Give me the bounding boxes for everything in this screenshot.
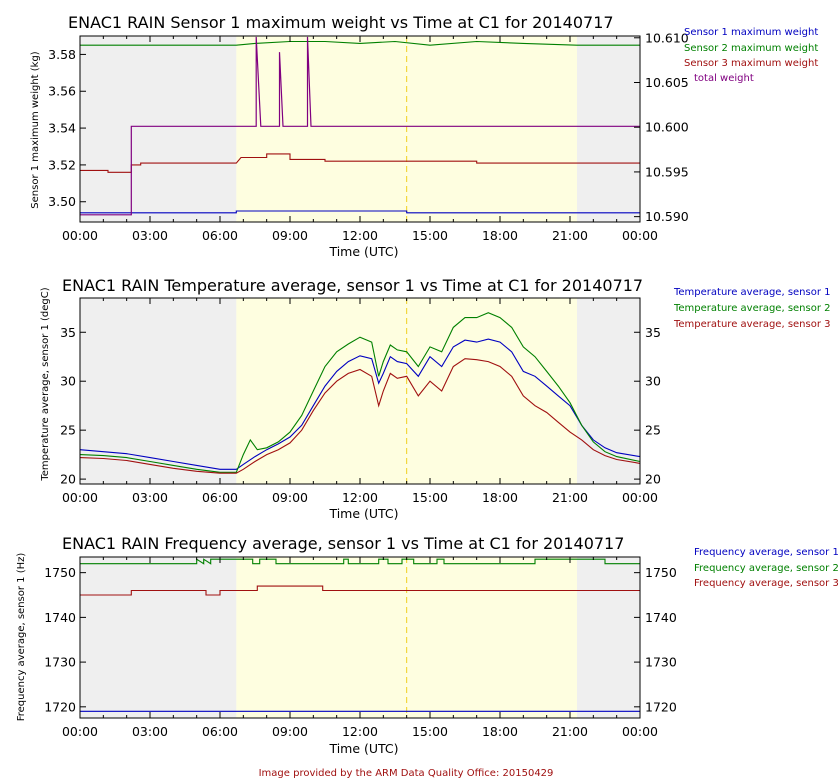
temperature-legend: Temperature average, sensor 1 Temperatur… bbox=[673, 287, 831, 330]
y-tick-label: 1720 bbox=[44, 699, 76, 714]
weight-panel: 00:00 03:00 06:00 09:00 12:00 15:00 18:00 21:00… bbox=[30, 13, 818, 259]
x-tick-label: 18:00 bbox=[482, 724, 518, 739]
night-shade-evening bbox=[577, 557, 640, 718]
temperature-chart-title: ENAC1 RAIN Temperature average, sensor 1… bbox=[62, 276, 643, 295]
legend-freq-sensor2: Frequency average, sensor 2 bbox=[694, 563, 839, 574]
x-tick-label: 06:00 bbox=[202, 724, 238, 739]
footer-credit: Image provided by the ARM Data Quality O… bbox=[259, 768, 554, 779]
y-tick-label: 3.56 bbox=[48, 84, 76, 99]
x-tick-label: 00:00 bbox=[622, 228, 658, 243]
x-tick-label: 12:00 bbox=[342, 228, 378, 243]
x-tick-label: 12:00 bbox=[342, 724, 378, 739]
weight-x-axis-label: Time (UTC) bbox=[328, 244, 398, 259]
x-tick-label: 03:00 bbox=[132, 490, 168, 505]
y2-tick-label: 1720 bbox=[645, 699, 677, 714]
night-shade-evening bbox=[577, 36, 640, 222]
y2-tick-label: 10.610 bbox=[645, 30, 689, 45]
legend-total-weight: total weight bbox=[694, 73, 754, 84]
series-line-sensor-1-maximum-weight bbox=[80, 210, 640, 214]
legend-temp-sensor3: Temperature average, sensor 3 bbox=[673, 319, 831, 330]
y2-tick-label: 10.605 bbox=[645, 75, 689, 90]
y2-tick-label: 10.590 bbox=[645, 209, 689, 224]
series-line-frequency-average-sensor-3 bbox=[80, 585, 640, 596]
series-line-temperature-average-sensor-3 bbox=[79, 358, 641, 474]
legend-freq-sensor3: Frequency average, sensor 3 bbox=[694, 578, 839, 589]
y-tick-label: 35 bbox=[60, 325, 76, 340]
x-tick-label: 00:00 bbox=[622, 724, 658, 739]
y-tick-label: 3.54 bbox=[48, 121, 76, 136]
x-tick-label: 15:00 bbox=[412, 490, 448, 505]
x-tick-label: 00:00 bbox=[62, 228, 98, 243]
x-tick-label: 00:00 bbox=[622, 490, 658, 505]
y2-tick-label: 30 bbox=[645, 374, 661, 389]
night-shade-morning bbox=[80, 557, 237, 718]
x-tick-label: 09:00 bbox=[272, 228, 308, 243]
x-tick-label: 21:00 bbox=[552, 724, 588, 739]
weight-legend: Sensor 1 maximum weight Sensor 2 maximum… bbox=[684, 27, 818, 84]
frequency-legend: Frequency average, sensor 1 Frequency av… bbox=[694, 547, 839, 589]
x-tick-label: 00:00 bbox=[62, 724, 98, 739]
weight-chart-title: ENAC1 RAIN Sensor 1 maximum weight vs Ti… bbox=[68, 13, 614, 32]
y-tick-label: 1750 bbox=[44, 565, 76, 580]
legend-temp-sensor1: Temperature average, sensor 1 bbox=[673, 287, 831, 298]
y-tick-label: 1730 bbox=[44, 655, 76, 670]
x-tick-label: 09:00 bbox=[272, 724, 308, 739]
temperature-x-axis-label: Time (UTC) bbox=[328, 506, 398, 521]
x-tick-label: 03:00 bbox=[132, 724, 168, 739]
y-tick-label: 1740 bbox=[44, 610, 76, 625]
x-tick-label: 15:00 bbox=[412, 724, 448, 739]
series-line-sensor-2-maximum-weight bbox=[80, 40, 640, 46]
y-tick-label: 30 bbox=[60, 374, 76, 389]
series-line-frequency-average-sensor-2 bbox=[80, 558, 640, 565]
y2-tick-label: 1750 bbox=[645, 565, 677, 580]
x-tick-label: 00:00 bbox=[62, 490, 98, 505]
series-line-total-weight bbox=[80, 36, 640, 216]
night-shade-evening bbox=[577, 298, 640, 484]
temperature-y-axis-label: Temperature average, sensor 1 (degC) bbox=[40, 287, 51, 481]
frequency-chart-title: ENAC1 RAIN Frequency average, sensor 1 v… bbox=[62, 534, 624, 553]
x-tick-label: 21:00 bbox=[552, 228, 588, 243]
y2-tick-label: 10.595 bbox=[645, 164, 689, 179]
y2-tick-label: 20 bbox=[645, 472, 661, 487]
series-line-temperature-average-sensor-2 bbox=[79, 312, 641, 473]
y2-tick-label: 1740 bbox=[645, 610, 677, 625]
night-shade-morning bbox=[80, 36, 237, 222]
weight-y-axis-label: Sensor 1 maximum weight (kg) bbox=[30, 51, 41, 208]
x-tick-label: 18:00 bbox=[482, 228, 518, 243]
y2-tick-label: 10.600 bbox=[645, 120, 689, 135]
x-tick-label: 03:00 bbox=[132, 228, 168, 243]
temperature-panel: 00:00 03:00 06:00 09:00 12:00 15:00 18:00 21:00… bbox=[40, 276, 831, 521]
frequency-y-axis-label: Frequency average, sensor 1 (Hz) bbox=[16, 553, 27, 722]
x-tick-label: 06:00 bbox=[202, 228, 238, 243]
legend-freq-sensor1: Frequency average, sensor 1 bbox=[694, 547, 839, 558]
y2-tick-label: 1730 bbox=[645, 655, 677, 670]
night-shade-morning bbox=[80, 298, 237, 484]
legend-temp-sensor2: Temperature average, sensor 2 bbox=[673, 303, 831, 314]
legend-sensor2-weight: Sensor 2 maximum weight bbox=[684, 43, 818, 54]
x-tick-label: 18:00 bbox=[482, 490, 518, 505]
y2-tick-label: 25 bbox=[645, 423, 661, 438]
y-tick-label: 3.50 bbox=[48, 194, 76, 209]
x-tick-label: 15:00 bbox=[412, 228, 448, 243]
y2-tick-label: 35 bbox=[645, 325, 661, 340]
frequency-panel: 00:00 03:00 06:00 09:00 12:00 15:00 18:00 21:00… bbox=[16, 534, 839, 756]
x-tick-label: 21:00 bbox=[552, 490, 588, 505]
y-tick-label: 20 bbox=[60, 472, 76, 487]
x-tick-label: 12:00 bbox=[342, 490, 378, 505]
y-tick-label: 3.58 bbox=[48, 47, 76, 62]
frequency-x-axis-label: Time (UTC) bbox=[328, 741, 398, 756]
y-tick-label: 25 bbox=[60, 423, 76, 438]
x-tick-label: 09:00 bbox=[272, 490, 308, 505]
x-tick-label: 06:00 bbox=[202, 490, 238, 505]
y-tick-label: 3.52 bbox=[48, 157, 76, 172]
legend-sensor1-weight: Sensor 1 maximum weight bbox=[684, 27, 818, 38]
legend-sensor3-weight: Sensor 3 maximum weight bbox=[684, 58, 818, 69]
